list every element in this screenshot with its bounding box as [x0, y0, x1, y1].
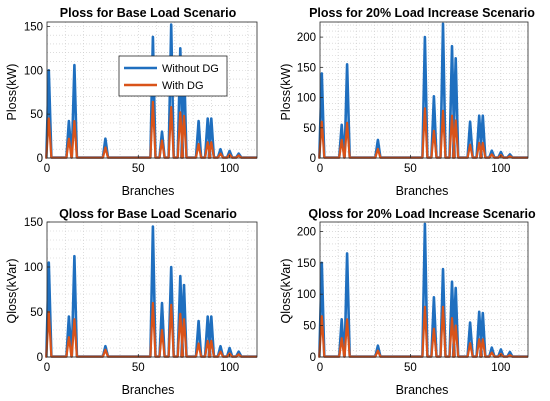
panel-title: Ploss for Base Load Scenario — [60, 6, 237, 20]
series-line-without-dg — [45, 23, 257, 159]
y-tick-label: 50 — [30, 109, 43, 121]
x-tick-label: 50 — [404, 163, 417, 175]
y-axis-label: Ploss(kW) — [5, 64, 19, 121]
y-tick-label: 50 — [30, 307, 43, 319]
panel-title: Ploss for 20% Load Increase Scenario — [309, 6, 535, 20]
series-line-with-dg — [318, 107, 528, 159]
series-line-with-dg — [45, 301, 257, 358]
axes-box — [46, 21, 258, 159]
x-tick-label: 0 — [44, 362, 50, 374]
y-tick-label: 100 — [24, 65, 43, 77]
legend-label-with-dg: With DG — [162, 80, 204, 92]
panel-title: Qloss for Base Load Scenario — [59, 207, 237, 221]
x-tick-label: 50 — [132, 362, 145, 374]
y-tick-label: 150 — [297, 258, 316, 270]
y-axis-label: Qloss(kVar) — [279, 258, 293, 323]
series-line-with-dg — [318, 305, 528, 358]
x-tick-label: 100 — [491, 362, 510, 374]
y-axis-label: Ploss(kW) — [279, 64, 293, 121]
panel-qloss-increase: Qloss for 20% Load Increase Scenario Bra… — [279, 207, 536, 397]
y-tick-label: 100 — [297, 93, 316, 105]
y-tick-label: 150 — [24, 217, 43, 229]
series-line-without-dg — [45, 225, 257, 358]
y-tick-label: 150 — [297, 62, 316, 74]
y-tick-label: 100 — [297, 289, 316, 301]
axes-box — [319, 21, 529, 159]
legend-box — [118, 55, 228, 97]
y-tick-label: 0 — [310, 153, 316, 165]
series-line-without-dg — [318, 222, 528, 358]
x-tick-label: 50 — [132, 163, 145, 175]
x-axis-label: Branches — [122, 184, 175, 198]
panel-title: Qloss for 20% Load Increase Scenario — [308, 207, 536, 221]
legend-label-without-dg: Without DG — [162, 63, 219, 75]
y-tick-label: 50 — [303, 321, 316, 333]
x-axis-label: Branches — [122, 383, 175, 397]
y-tick-label: 0 — [37, 153, 43, 165]
series-line-without-dg — [318, 22, 528, 159]
y-tick-label: 100 — [24, 262, 43, 274]
axes-box — [46, 221, 258, 358]
x-axis-label: Branches — [396, 184, 449, 198]
y-tick-label: 50 — [303, 123, 316, 135]
x-tick-label: 0 — [44, 163, 50, 175]
x-tick-label: 100 — [220, 362, 239, 374]
x-tick-label: 50 — [404, 362, 417, 374]
y-tick-label: 150 — [24, 21, 43, 33]
series-line-with-dg — [45, 100, 257, 159]
y-tick-label: 0 — [310, 352, 316, 364]
y-tick-label: 0 — [37, 352, 43, 364]
x-tick-label: 0 — [317, 362, 323, 374]
x-tick-label: 0 — [317, 163, 323, 175]
y-tick-label: 200 — [297, 32, 316, 44]
x-tick-label: 100 — [220, 163, 239, 175]
y-tick-label: 200 — [297, 226, 316, 238]
panel-qloss-base: Qloss for Base Load Scenario Branches Ql… — [5, 207, 258, 397]
x-tick-label: 100 — [491, 163, 510, 175]
panel-ploss-increase: Ploss for 20% Load Increase Scenario Bra… — [279, 6, 535, 198]
axes-box — [319, 221, 529, 358]
panel-ploss-base: Ploss for Base Load Scenario Branches Pl… — [5, 6, 258, 198]
x-axis-label: Branches — [396, 383, 449, 397]
y-axis-label: Qloss(kVar) — [5, 258, 19, 323]
